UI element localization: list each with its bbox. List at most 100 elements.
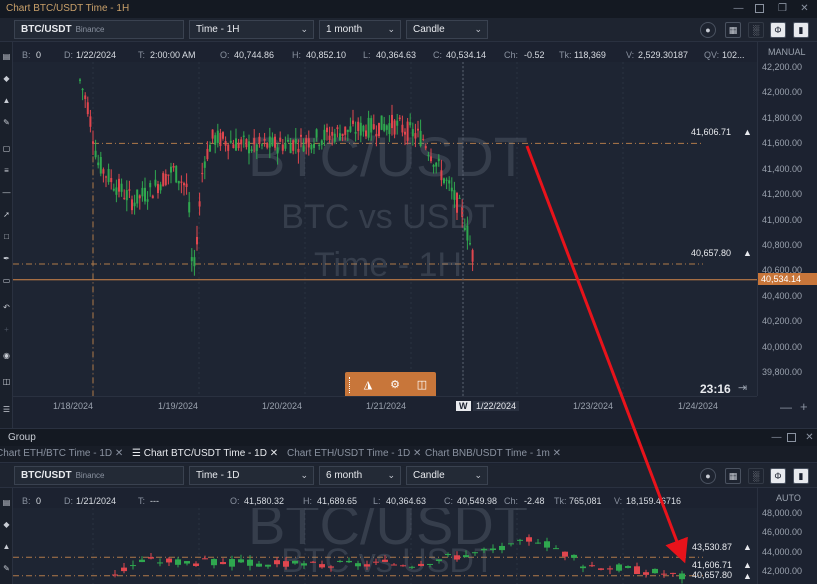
- candle-body: [84, 95, 87, 100]
- redo-icon[interactable]: +: [4, 325, 9, 334]
- trendline-icon[interactable]: ➚: [3, 210, 10, 219]
- candle-body: [283, 561, 289, 567]
- scroll-right-icon[interactable]: ⇥: [738, 382, 748, 394]
- grid-icon[interactable]: ▦: [725, 22, 741, 38]
- tab-eth-btc[interactable]: Chart ETH/BTC Time - 1D ✕: [0, 448, 124, 459]
- bottom-price-axis[interactable]: AUTO 48,000.00 46,000.00 44,000.00 42,000.0…: [757, 488, 817, 584]
- candle-body: [341, 133, 344, 137]
- bell-icon[interactable]: ▲: [743, 571, 752, 581]
- candle-body: [364, 564, 370, 567]
- bottom-drawing-toolbar: ▤ ◆ ▲ ✎: [0, 488, 13, 584]
- grid-icon[interactable]: ▦: [725, 468, 741, 484]
- layers-icon[interactable]: ◆: [3, 520, 10, 529]
- candle-body: [391, 564, 397, 566]
- chat-icon[interactable]: ●: [700, 468, 716, 484]
- maximize-icon[interactable]: [787, 433, 796, 442]
- bell-icon[interactable]: ▲: [743, 248, 752, 258]
- lock-icon[interactable]: ◮: [363, 379, 373, 391]
- top-time-axis[interactable]: 1/18/2024 1/19/2024 1/20/2024 1/21/2024 1/22…: [13, 396, 757, 418]
- zoom-out-icon[interactable]: —: [780, 400, 792, 414]
- candle-body: [661, 573, 667, 575]
- undo-icon[interactable]: ↶: [3, 303, 10, 312]
- scale-mode-label[interactable]: MANUAL: [768, 47, 806, 57]
- candle-body: [352, 120, 354, 124]
- bottom-range-dropdown[interactable]: 6 month ⌄: [319, 466, 401, 485]
- top-interval-dropdown[interactable]: Time - 1H ⌄: [189, 20, 314, 39]
- top-range-dropdown[interactable]: 1 month ⌄: [319, 20, 401, 39]
- candle-body: [211, 129, 214, 139]
- bottom-plot-area[interactable]: BTC/USDT BTC vs USDT: [13, 508, 757, 584]
- box-icon[interactable]: □: [4, 232, 9, 241]
- horizontal-line-icon[interactable]: —: [2, 188, 11, 197]
- chevron-down-icon: ⌄: [387, 470, 395, 480]
- bottom-symbol-selector[interactable]: BTC/USDT Binance: [14, 466, 184, 485]
- layers-icon[interactable]: ◆: [3, 74, 10, 83]
- bell-icon[interactable]: ▲: [743, 542, 752, 552]
- candle-body: [393, 120, 396, 135]
- alert-price-2[interactable]: 40,657.80: [692, 570, 733, 580]
- restore-icon[interactable]: ❐: [778, 3, 787, 14]
- scale-icon[interactable]: Φ: [770, 468, 786, 484]
- bottom-chart-toolbar: BTC/USDT Binance Time - 1D ⌄ 6 month ⌄ Ca…: [0, 464, 817, 488]
- bell-icon[interactable]: ▲: [2, 96, 11, 105]
- candle-body: [307, 138, 310, 148]
- candle-body: [211, 559, 217, 566]
- menu-icon[interactable]: ☰: [2, 405, 11, 414]
- drag-handle-icon[interactable]: [349, 377, 351, 393]
- alert-price-0[interactable]: 43,530.87: [692, 542, 733, 552]
- close-tab-icon[interactable]: ✕: [412, 448, 422, 459]
- candle-body: [430, 156, 432, 162]
- layout-icon[interactable]: ░: [748, 22, 764, 38]
- pencil-icon[interactable]: ✎: [3, 118, 10, 127]
- eye-icon[interactable]: ◉: [3, 351, 10, 360]
- top-plot-area[interactable]: BTC/USDT BTC vs USDT Time - 1H 23:16 ⇥: [13, 62, 757, 396]
- candle-body: [206, 148, 209, 160]
- scale-icon[interactable]: Φ: [770, 22, 786, 38]
- panel-icon[interactable]: ▮: [793, 468, 809, 484]
- candle-body: [157, 562, 163, 564]
- chat-icon[interactable]: ●: [700, 22, 716, 38]
- close-tab-icon[interactable]: ✕: [552, 448, 562, 459]
- tab-eth-usdt[interactable]: Chart ETH/USDT Time - 1D ✕: [287, 448, 422, 459]
- gear-icon[interactable]: ⚙: [390, 379, 400, 391]
- fib-icon[interactable]: ≡: [4, 166, 9, 175]
- bottom-interval-dropdown[interactable]: Time - 1D ⌄: [189, 466, 314, 485]
- bottom-charttype-dropdown[interactable]: Candle ⌄: [406, 466, 488, 485]
- bar-chart-icon[interactable]: ▤: [2, 52, 11, 61]
- top-charttype-dropdown[interactable]: Candle ⌄: [406, 20, 488, 39]
- close-tab-icon[interactable]: ✕: [269, 448, 279, 459]
- bell-icon[interactable]: ▲: [2, 542, 11, 551]
- close-panel-icon[interactable]: ✕: [805, 432, 814, 443]
- top-symbol-selector[interactable]: BTC/USDT Binance: [14, 20, 184, 39]
- bar-chart-icon[interactable]: ▤: [2, 498, 11, 507]
- zoom-in-icon[interactable]: +: [800, 399, 808, 414]
- ohlc-tk-value: 765,081: [569, 496, 602, 506]
- candle-body: [535, 542, 541, 544]
- alert-price-1[interactable]: 41,606.71: [691, 127, 732, 137]
- bell-icon[interactable]: ▲: [743, 127, 752, 137]
- candle-body: [453, 190, 456, 200]
- close-window-icon[interactable]: ✕: [800, 3, 809, 14]
- minimize-icon[interactable]: —: [771, 432, 782, 443]
- candle-body: [359, 122, 362, 136]
- rectangle-icon[interactable]: ▢: [2, 144, 11, 153]
- trash-icon[interactable]: ◫: [2, 377, 11, 386]
- channel-icon[interactable]: ▭: [2, 276, 11, 285]
- top-price-axis[interactable]: MANUAL 42,200.00 42,000.00 41,800.00 41,600…: [757, 42, 817, 396]
- scale-mode-label[interactable]: AUTO: [776, 493, 801, 503]
- tab-btc-usdt[interactable]: ☰ Chart BTC/USDT Time - 1D ✕: [132, 448, 279, 459]
- alert-price-1[interactable]: 41,606.71: [692, 560, 733, 570]
- minimize-icon[interactable]: —: [733, 3, 744, 14]
- tab-bnb-usdt[interactable]: Chart BNB/USDT Time - 1m ✕: [425, 448, 562, 459]
- trash-icon[interactable]: ◫: [416, 379, 428, 391]
- panel-icon[interactable]: ▮: [793, 22, 809, 38]
- candle-body: [328, 135, 331, 141]
- maximize-icon[interactable]: [755, 4, 764, 13]
- close-tab-icon[interactable]: ✕: [114, 448, 124, 459]
- candle-body: [274, 136, 276, 148]
- bell-icon[interactable]: ▲: [743, 560, 752, 570]
- pencil-icon[interactable]: ✎: [3, 564, 10, 573]
- alert-price-2[interactable]: 40,657.80: [691, 248, 732, 258]
- brush-icon[interactable]: ✒: [3, 254, 10, 263]
- layout-icon[interactable]: ░: [748, 468, 764, 484]
